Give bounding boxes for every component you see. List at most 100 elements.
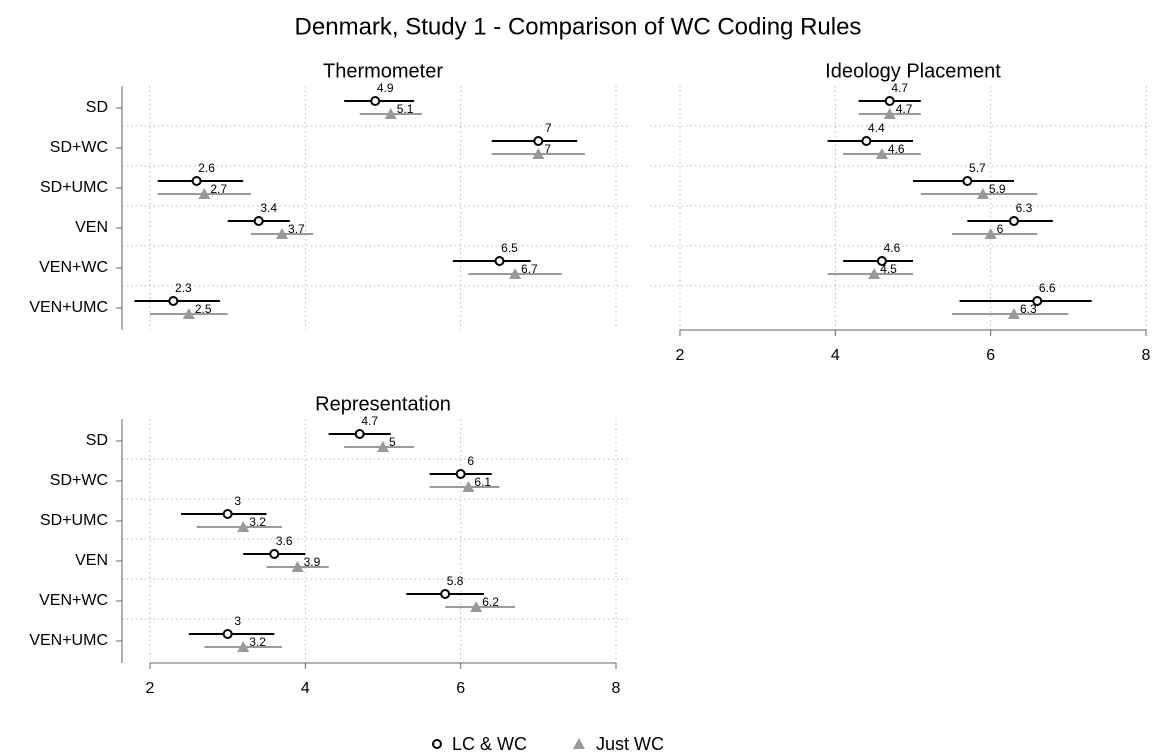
data-label: 4.5 [880, 262, 897, 276]
data-label: 3.2 [249, 635, 266, 649]
marker-triangle [875, 148, 888, 159]
marker-triangle [883, 108, 896, 119]
marker-triangle [509, 268, 522, 279]
marker-triangle [384, 108, 397, 119]
marker-circle [533, 136, 544, 146]
data-label: 2.7 [210, 182, 227, 196]
marker-circle [884, 96, 895, 106]
marker-circle [1008, 216, 1019, 226]
legend-label: LC & WC [452, 734, 527, 754]
x-tick-label: 8 [612, 680, 621, 697]
x-tick-label: 2 [676, 347, 685, 364]
marker-circle [354, 429, 365, 439]
data-label: 4.4 [868, 121, 885, 135]
marker-triangle [377, 441, 389, 452]
marker-circle [222, 629, 233, 639]
marker-circle [1032, 296, 1043, 306]
data-label: 3 [234, 614, 241, 628]
marker-circle [962, 176, 973, 186]
y-tick-label: VEN+UMC [29, 299, 108, 316]
data-label: 5.8 [447, 574, 464, 588]
data-label: 4.6 [884, 241, 901, 255]
marker-triangle [470, 601, 483, 612]
y-tick-label: SD+UMC [40, 179, 108, 196]
panel-title: Representation [315, 393, 451, 415]
y-tick-label: VEN [75, 552, 108, 569]
data-label: 6 [997, 222, 1004, 236]
y-tick-label: VEN+WC [39, 592, 108, 609]
y-tick-label: SD [86, 99, 108, 116]
data-label: 3.6 [276, 534, 293, 548]
y-tick-label: VEN [75, 219, 108, 236]
data-label: 3.7 [288, 222, 305, 236]
marker-triangle [573, 738, 585, 749]
x-tick-label: 4 [301, 680, 310, 697]
x-tick-label: 6 [986, 347, 995, 364]
data-label: 3 [234, 494, 241, 508]
marker-circle [440, 589, 451, 599]
x-tick-label: 6 [456, 680, 465, 697]
marker-triangle [868, 268, 881, 279]
marker-circle [494, 256, 505, 266]
data-label: 6.3 [1020, 302, 1037, 316]
marker-triangle [976, 188, 989, 199]
data-label: 3.4 [260, 201, 277, 215]
marker-triangle [984, 228, 997, 239]
data-label: 7 [545, 121, 552, 135]
figure-title: Denmark, Study 1 - Comparison of WC Codi… [295, 13, 862, 40]
panel-title: Ideology Placement [825, 60, 1001, 82]
marker-circle [253, 216, 264, 226]
marker-circle [455, 469, 466, 479]
marker-circle [370, 96, 381, 106]
y-tick-label: SD [86, 432, 108, 449]
data-label: 4.6 [888, 142, 905, 156]
data-label: 6.5 [501, 241, 518, 255]
data-label: 6.2 [482, 595, 499, 609]
data-label: 6 [467, 454, 474, 468]
x-tick-label: 8 [1142, 347, 1151, 364]
marker-triangle [198, 188, 211, 199]
data-label: 5.9 [989, 182, 1006, 196]
legend-label: Just WC [596, 734, 664, 754]
marker-circle [222, 509, 233, 519]
data-label: 5 [389, 435, 396, 449]
data-label: 6.7 [521, 262, 538, 276]
marker-circle [432, 739, 442, 749]
data-label: 3.2 [249, 515, 266, 529]
marker-circle [269, 549, 280, 559]
marker-triangle [1007, 308, 1020, 319]
marker-triangle [237, 521, 250, 532]
data-label: 6.3 [1016, 201, 1033, 215]
marker-circle [191, 176, 202, 186]
marker-triangle [532, 148, 545, 159]
data-label: 6.6 [1039, 281, 1056, 295]
marker-circle [861, 136, 872, 146]
marker-triangle [276, 228, 289, 239]
data-label: 2.3 [175, 281, 192, 295]
y-tick-label: VEN+WC [39, 259, 108, 276]
panel-title: Thermometer [323, 60, 443, 82]
marker-triangle [182, 308, 195, 319]
y-tick-label: VEN+UMC [29, 632, 108, 649]
y-tick-label: SD+UMC [40, 512, 108, 529]
marker-circle [168, 296, 179, 306]
data-label: 3.9 [304, 555, 321, 569]
marker-circle [876, 256, 887, 266]
data-label: 4.7 [361, 414, 378, 428]
data-label: 6.1 [474, 475, 491, 489]
marker-triangle [237, 641, 250, 652]
y-tick-label: SD+WC [50, 472, 108, 489]
x-tick-label: 4 [831, 347, 840, 364]
x-tick-label: 2 [146, 680, 155, 697]
data-label: 5.1 [397, 102, 414, 116]
data-label: 7 [544, 142, 551, 156]
data-label: 4.7 [891, 81, 908, 95]
marker-triangle [291, 561, 304, 572]
data-label: 4.7 [896, 102, 913, 116]
data-label: 2.5 [195, 302, 212, 316]
marker-triangle [462, 481, 475, 492]
data-label: 4.9 [377, 81, 394, 95]
data-label: 2.6 [198, 161, 215, 175]
